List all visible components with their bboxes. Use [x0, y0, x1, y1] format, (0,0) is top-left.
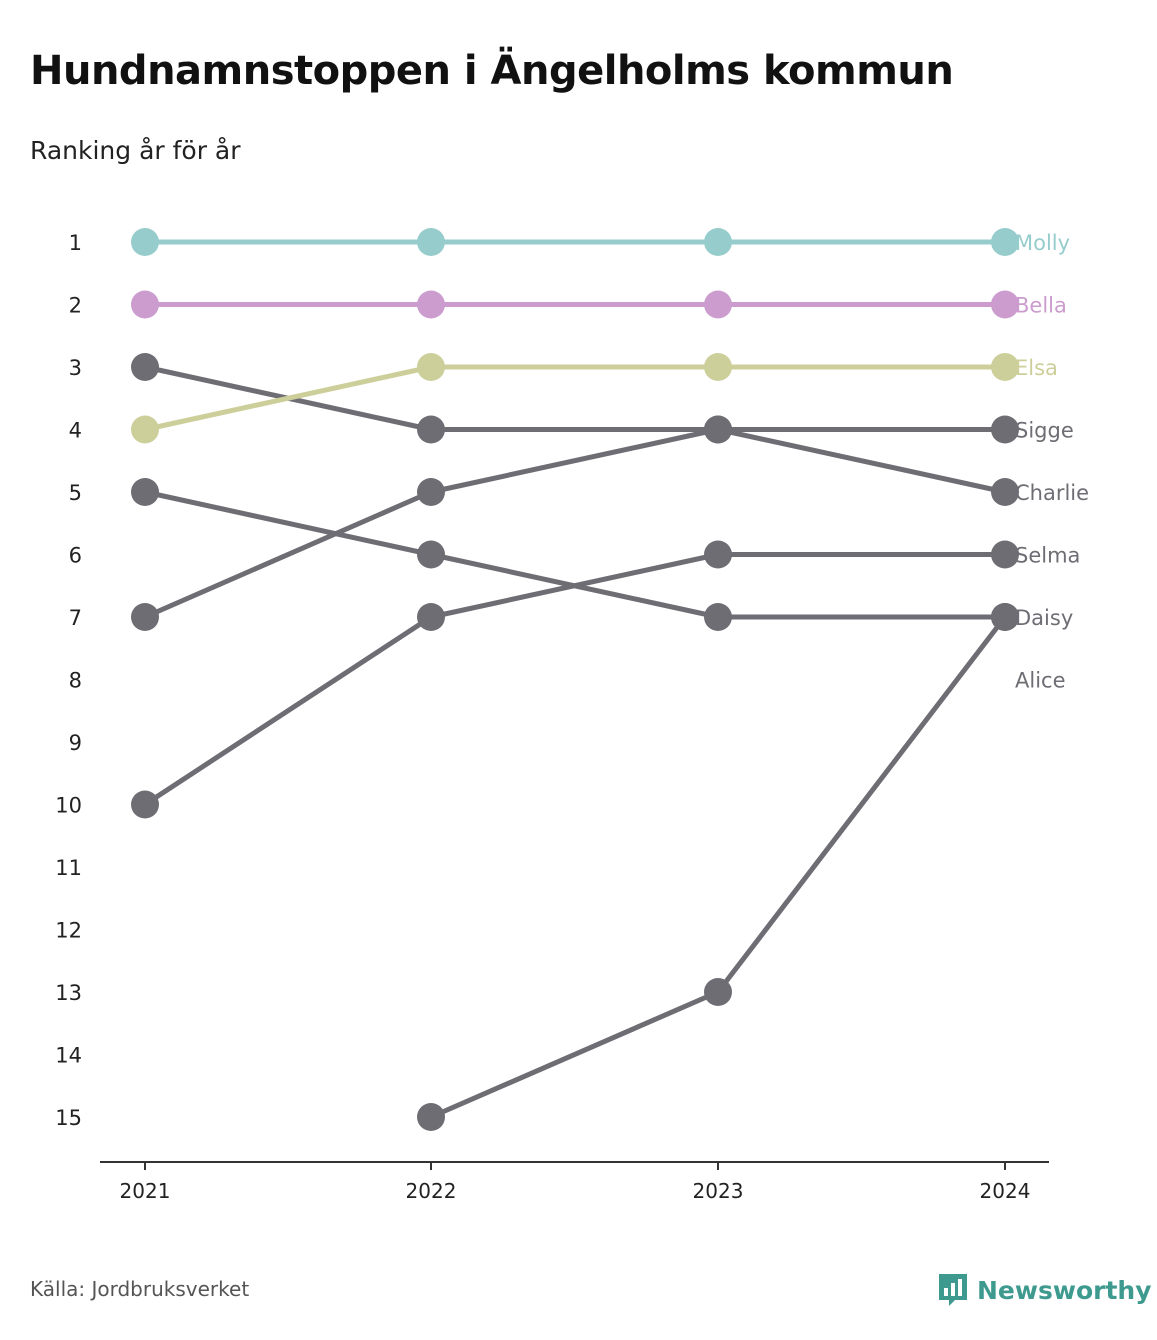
end-label-selma: Selma: [1015, 544, 1080, 568]
y-tick-label: 4: [69, 419, 82, 443]
y-tick-label: 1: [69, 231, 82, 255]
series-line-daisy: [142, 489, 1008, 620]
brand-logo[interactable]: Newsworthy: [937, 1272, 1152, 1308]
point-alice-2022[interactable]: [417, 1103, 445, 1131]
end-label-alice: Alice: [1015, 669, 1066, 693]
point-sigge-2021[interactable]: [131, 603, 159, 631]
series-end-labels: Molly Bella Elsa Sigge Charlie Selma Daisy Alic…: [1015, 231, 1089, 693]
x-tick-label: 2024: [980, 1179, 1031, 1203]
point-selma-2023[interactable]: [704, 540, 732, 569]
point-elsa-2023[interactable]: [704, 353, 732, 381]
point-charlie-2024[interactable]: [991, 478, 1019, 506]
point-molly-2021[interactable]: [131, 228, 159, 256]
series-line-elsa: [142, 364, 1008, 432]
y-tick-label: 14: [55, 1044, 82, 1068]
point-daisy-2023[interactable]: [704, 603, 732, 631]
end-label-charlie: Charlie: [1015, 481, 1089, 505]
end-label-sigge: Sigge: [1015, 419, 1074, 443]
source-note: Källa: Jordbruksverket: [30, 1277, 250, 1301]
y-tick-label: 7: [69, 606, 82, 630]
point-bella-2021[interactable]: [131, 290, 159, 319]
series-line-sigge: [142, 427, 1008, 620]
point-charlie-2022[interactable]: [417, 415, 445, 444]
point-molly-2022[interactable]: [417, 228, 445, 256]
y-tick-label: 11: [55, 856, 82, 880]
point-daisy-2022[interactable]: [417, 540, 445, 569]
y-tick-label: 9: [69, 731, 82, 755]
series-lines: [142, 239, 1008, 1120]
point-bella-2023[interactable]: [704, 290, 732, 319]
x-tick-label: 2021: [120, 1179, 171, 1203]
point-selma-2022[interactable]: [417, 603, 445, 631]
end-label-bella: Bella: [1015, 294, 1067, 318]
y-tick-label: 2: [69, 294, 82, 318]
point-selma-2024[interactable]: [991, 540, 1019, 569]
point-elsa-2021[interactable]: [131, 415, 159, 444]
end-label-daisy: Daisy: [1015, 606, 1073, 630]
point-elsa-2024[interactable]: [991, 353, 1019, 381]
y-tick-label: 3: [69, 356, 82, 380]
y-tick-label: 12: [55, 919, 82, 943]
chart-title: Hundnamnstoppen i Ängelholms kommun: [30, 48, 954, 94]
point-charlie-2023[interactable]: [704, 415, 732, 444]
y-tick-label: 15: [55, 1106, 82, 1130]
point-selma-2021[interactable]: [131, 790, 159, 819]
point-sigge-2024[interactable]: [991, 415, 1019, 444]
y-tick-label: 5: [69, 481, 82, 505]
point-daisy-2021[interactable]: [131, 478, 159, 506]
point-molly-2024[interactable]: [991, 228, 1019, 256]
y-tick-label: 8: [69, 669, 82, 693]
point-alice-2024[interactable]: [991, 603, 1019, 631]
chart-subtitle: Ranking år för år: [30, 136, 241, 165]
point-charlie-2021[interactable]: [131, 353, 159, 381]
newsworthy-chart-icon: [939, 1274, 967, 1306]
end-label-elsa: Elsa: [1015, 356, 1058, 380]
x-tick-label: 2022: [406, 1179, 457, 1203]
series-line-alice: [428, 614, 1008, 1120]
point-alice-2023[interactable]: [704, 978, 732, 1006]
end-label-molly: Molly: [1015, 231, 1070, 255]
point-molly-2023[interactable]: [704, 228, 732, 256]
point-bella-2022[interactable]: [417, 290, 445, 319]
series-points: [131, 228, 1019, 1131]
point-sigge-2022[interactable]: [417, 478, 445, 506]
series-line-selma: [142, 552, 1008, 807]
x-tick-label: 2023: [693, 1179, 744, 1203]
y-tick-label: 13: [55, 981, 82, 1005]
y-tick-label: 10: [55, 794, 82, 818]
point-elsa-2022[interactable]: [417, 353, 445, 381]
point-bella-2024[interactable]: [991, 290, 1019, 319]
y-tick-label: 6: [69, 544, 82, 568]
brand-name: Newsworthy: [977, 1275, 1152, 1305]
x-axis: 2021 2022 2023 2024: [100, 1161, 1049, 1203]
